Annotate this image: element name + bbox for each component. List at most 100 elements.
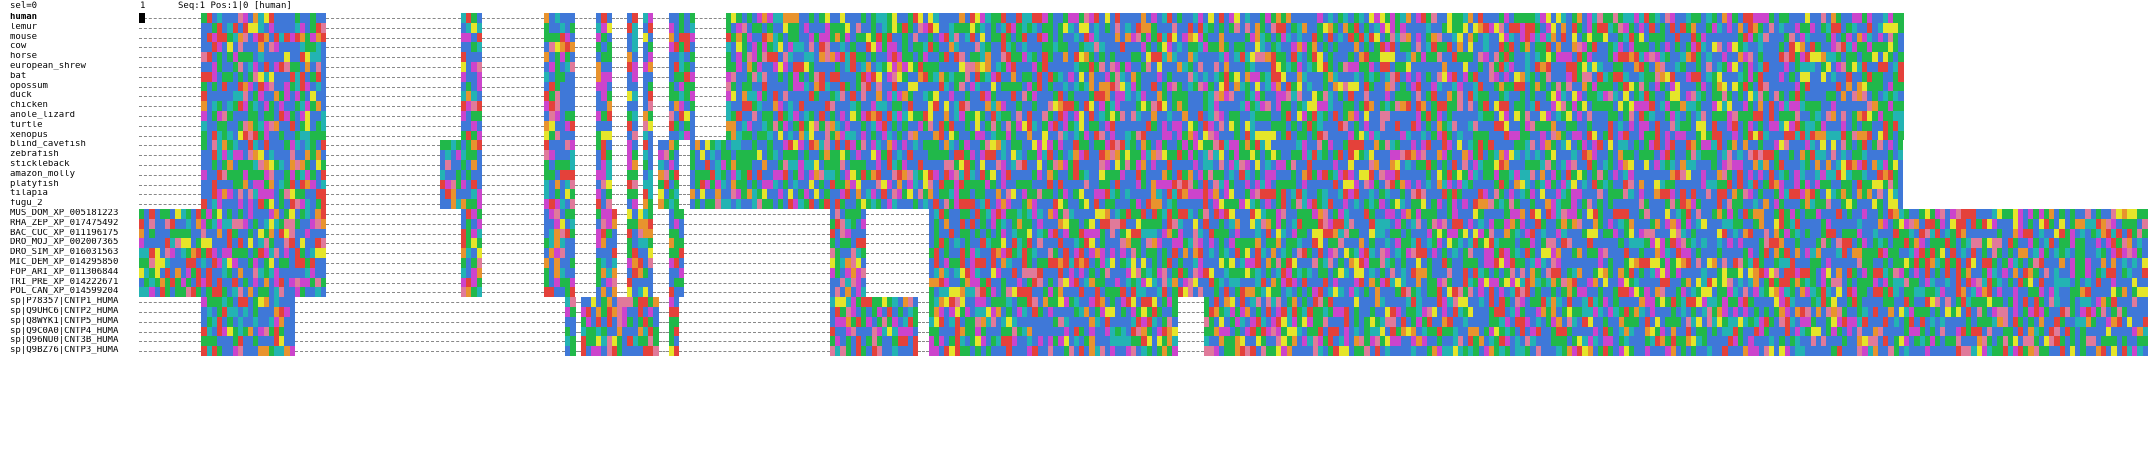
alignment-row[interactable] <box>139 81 2148 92</box>
residue-cell <box>648 150 654 160</box>
sequence-name[interactable]: tilapia <box>10 189 48 199</box>
residue-cell <box>1841 130 1847 141</box>
sequence-name[interactable]: sp|Q9C0A0|CNTP4_HUMA <box>10 326 119 336</box>
residue-cell <box>1000 130 1007 141</box>
residue-cell <box>1037 61 1043 72</box>
alignment-row[interactable] <box>139 52 2148 62</box>
residue-cell <box>829 91 835 102</box>
residue-cell <box>1815 130 1821 141</box>
residue-cell <box>1457 169 1463 180</box>
residue-cell <box>1369 101 1375 111</box>
alignment-row[interactable] <box>139 120 2148 131</box>
residue-cell <box>263 81 269 92</box>
sequence-name-panel[interactable]: human lemur mouse cow horse european_shrew bat… <box>10 13 135 356</box>
sequence-name[interactable]: MUS_DOM_XP_005181223 <box>10 208 119 218</box>
sequence-name[interactable]: TRI_PRE_XP_014222671 <box>10 277 119 287</box>
sequence-name[interactable]: zebrafish <box>10 150 59 160</box>
residue-cell <box>751 32 758 43</box>
residue-cell <box>1478 61 1484 72</box>
sequence-name[interactable]: platyfish <box>10 179 59 189</box>
alignment-row[interactable] <box>139 169 2148 180</box>
sequence-name[interactable]: anole_lizard <box>10 110 76 120</box>
sequence-name[interactable]: DRO_MOJ_XP_002007365 <box>10 238 119 248</box>
residue-cell <box>1628 101 1634 111</box>
residue-cell <box>917 81 924 92</box>
alignment-row[interactable] <box>139 61 2148 72</box>
sequence-name[interactable]: duck <box>10 91 32 101</box>
residue-cell <box>969 140 975 151</box>
residue-cell <box>1690 169 1696 180</box>
alignment-row[interactable] <box>139 150 2148 160</box>
residue-cell <box>1779 110 1785 121</box>
residue-cell <box>1296 52 1302 62</box>
residue-cell <box>1260 150 1266 160</box>
residue-cell <box>959 101 965 111</box>
sequence-name[interactable]: sp|Q9UHC6|CNTP2_HUMA <box>10 306 119 316</box>
sequence-name[interactable]: DRO_SIM_XP_016031563 <box>10 248 119 258</box>
sequence-name[interactable]: horse <box>10 52 38 62</box>
residue-cell <box>1613 52 1619 62</box>
residue-cell <box>1223 52 1230 62</box>
residue-cell <box>1042 32 1048 43</box>
sequence-name[interactable]: RHA_ZEP_XP_017475492 <box>10 218 119 228</box>
residue-cell <box>1701 71 1707 82</box>
alignment-row[interactable] <box>139 42 2148 53</box>
residue-cell <box>570 120 576 131</box>
alignment-row[interactable] <box>139 32 2148 43</box>
alignment-row[interactable] <box>139 140 2148 151</box>
residue-cell <box>1405 13 1411 23</box>
sequence-name[interactable]: fugu_2 <box>10 199 43 209</box>
sequence-name[interactable]: cow <box>10 42 27 52</box>
residue-cell <box>544 159 550 170</box>
residue-cell <box>736 13 742 23</box>
alignment-panel[interactable] <box>139 13 2148 403</box>
sequence-name[interactable]: mouse <box>10 32 38 42</box>
sequence-name[interactable]: POL_CAN_XP_014599204 <box>10 287 119 297</box>
sequence-name[interactable]: european_shrew <box>10 61 86 71</box>
alignment-row[interactable] <box>139 159 2148 170</box>
sequence-name[interactable]: lemur <box>10 22 38 32</box>
sequence-name[interactable]: blind_cavefish <box>10 140 86 150</box>
residue-cell <box>1514 110 1520 121</box>
residue-cell <box>1203 110 1209 121</box>
sequence-name[interactable]: human <box>10 13 38 22</box>
sequence-name[interactable]: FOP_ARI_XP_011306844 <box>10 267 119 277</box>
gap-segment <box>653 52 669 59</box>
alignment-row[interactable] <box>139 110 2148 121</box>
sequence-name[interactable]: MIC_DEM_XP_014295850 <box>10 257 119 267</box>
sequence-name[interactable]: chicken <box>10 101 48 111</box>
residue-cell <box>237 101 243 111</box>
alignment-row[interactable] <box>139 13 2148 23</box>
residue-cell <box>1037 140 1043 151</box>
sequence-name[interactable]: opossum <box>10 81 48 91</box>
residue-cell <box>1737 110 1743 121</box>
residue-cell <box>1550 13 1556 23</box>
sequence-name[interactable]: xenopus <box>10 130 48 140</box>
residue-cell <box>1846 120 1852 131</box>
sequence-name[interactable]: turtle <box>10 120 43 130</box>
residue-cell <box>674 42 680 53</box>
alignment-row[interactable] <box>139 101 2148 111</box>
residue-cell <box>606 13 612 23</box>
sequence-name[interactable]: sp|Q9BZ76|CNTP3_HUMA <box>10 346 119 356</box>
residue-cell <box>751 120 758 131</box>
sequence-name[interactable]: BAC_CUC_XP_011196175 <box>10 228 119 238</box>
alignment-row[interactable] <box>139 179 2148 190</box>
residue-cell <box>798 71 804 82</box>
alignment-row[interactable] <box>139 130 2148 141</box>
alignment-row[interactable] <box>139 22 2148 33</box>
sequence-name[interactable]: sp|Q96NU0|CNT3B_HUMA <box>10 336 119 346</box>
sequence-name[interactable]: bat <box>10 71 27 81</box>
alignment-row[interactable] <box>139 91 2148 102</box>
sequence-name[interactable]: amazon_molly <box>10 169 76 179</box>
sequence-name[interactable]: sp|P78357|CNTP1_HUMA <box>10 297 119 307</box>
residue-cell <box>1581 52 1588 62</box>
residue-cell <box>1052 120 1058 131</box>
residue-cell <box>1861 140 1868 151</box>
sequence-name[interactable]: sp|Q8WYK1|CNTP5_HUMA <box>10 316 119 326</box>
residue-cell <box>1753 32 1759 43</box>
residue-cell <box>1519 42 1525 53</box>
alignment-row[interactable] <box>139 71 2148 82</box>
residue-cell <box>995 140 1001 151</box>
sequence-name[interactable]: stickleback <box>10 159 70 169</box>
